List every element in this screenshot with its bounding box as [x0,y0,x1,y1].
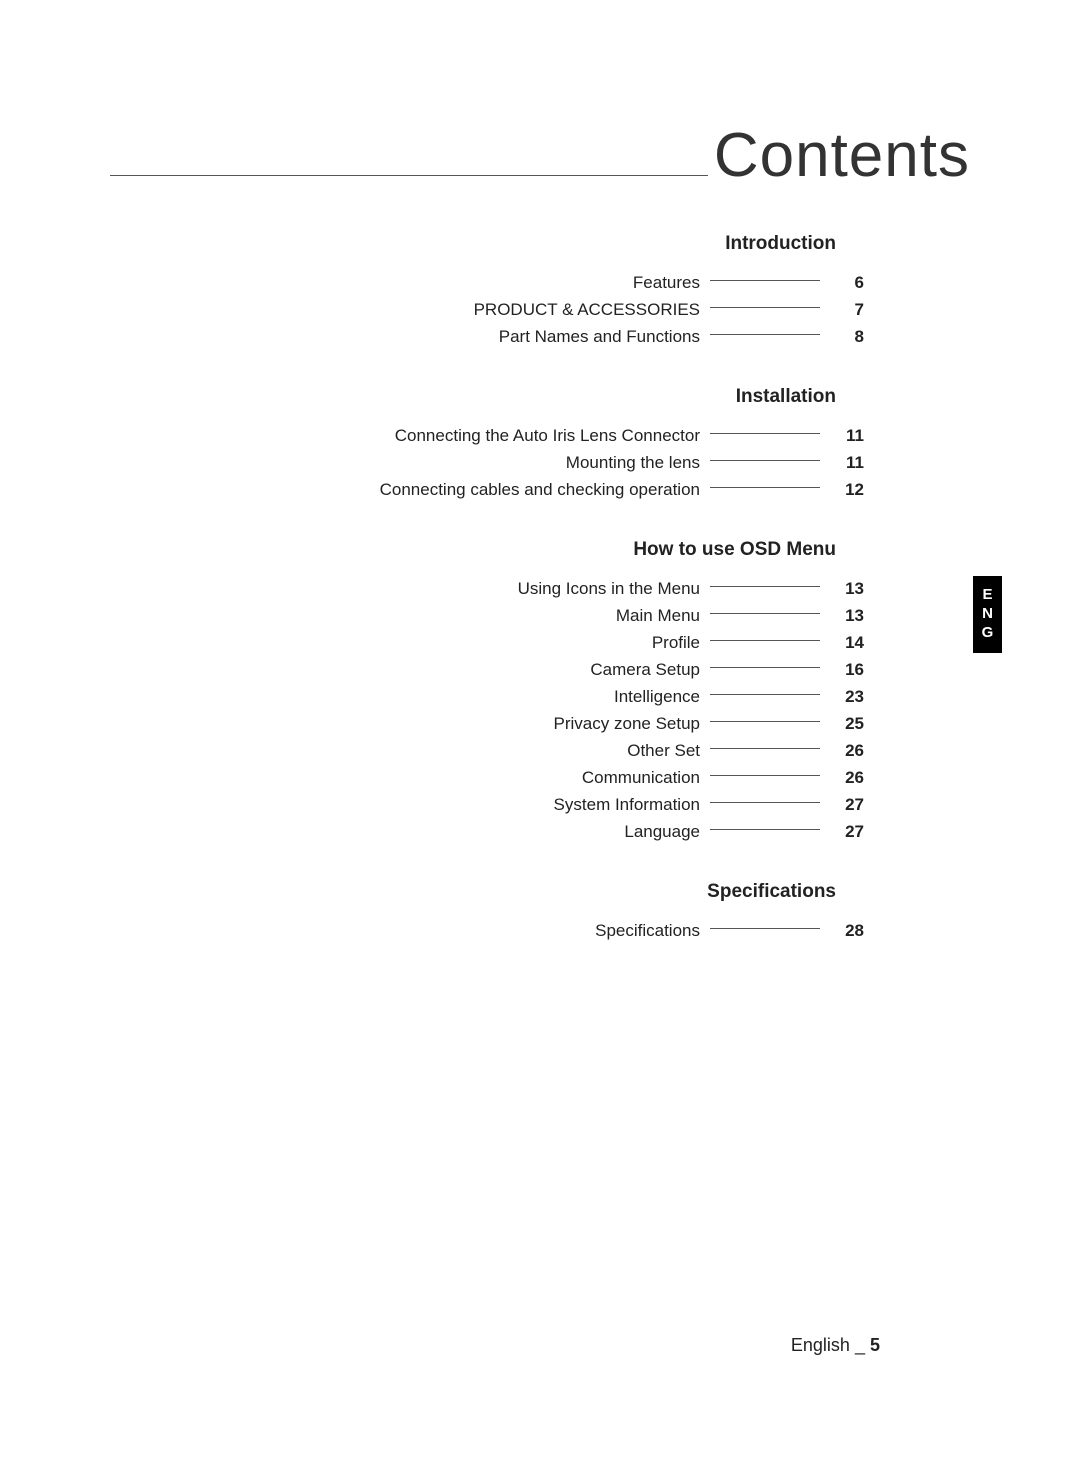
toc-sections: Introduction Features 6 PRODUCT & ACCESSORI… [250,233,970,944]
toc-entry-label: Privacy zone Setup [250,714,710,734]
toc-entry: Language 27 [250,818,970,845]
toc-entry: Part Names and Functions 8 [250,323,970,350]
toc-entry-label: Profile [250,633,710,653]
toc-section-heading: Installation [250,386,970,408]
toc-leader-line [710,721,820,722]
toc-entry-page: 26 [820,768,864,788]
toc-entry: Using Icons in the Menu 13 [250,575,970,602]
toc-entry-label: Connecting cables and checking operation [250,480,710,500]
page-title: Contents [714,120,970,191]
toc-section-heading: How to use OSD Menu [250,539,970,561]
title-underline [110,175,708,176]
toc-entry-label: Main Menu [250,606,710,626]
toc-leader-line [710,667,820,668]
toc-entry: Profile 14 [250,629,970,656]
footer-language: English [791,1335,850,1355]
toc-entry-page: 12 [820,480,864,500]
toc-entry-label: Using Icons in the Menu [250,579,710,599]
toc-entry-label: Part Names and Functions [250,327,710,347]
toc-leader-line [710,307,820,308]
toc-entry-page: 14 [820,633,864,653]
toc-entry-page: 8 [820,327,864,347]
toc-entry-page: 7 [820,300,864,320]
toc-leader-line [710,334,820,335]
toc-entry: PRODUCT & ACCESSORIES 7 [250,296,970,323]
toc-entry: Connecting cables and checking operation… [250,476,970,503]
toc-entry: Intelligence 23 [250,683,970,710]
toc-entry-label: PRODUCT & ACCESSORIES [250,300,710,320]
toc-leader-line [710,928,820,929]
toc-leader-line [710,460,820,461]
toc-entry-label: Camera Setup [250,660,710,680]
toc-entry: Mounting the lens 11 [250,449,970,476]
toc-entry: Privacy zone Setup 25 [250,710,970,737]
document-page: Contents Introduction Features 6 PRODUCT & … [0,0,1080,1476]
toc-leader-line [710,802,820,803]
toc-leader-line [710,487,820,488]
toc-entry-page: 26 [820,741,864,761]
toc-section: How to use OSD Menu Using Icons in the Me… [250,539,970,845]
toc-leader-line [710,280,820,281]
page-footer: English _ 5 [791,1335,880,1356]
footer-page-number: 5 [870,1335,880,1355]
toc-entry-page: 16 [820,660,864,680]
toc-leader-line [710,775,820,776]
toc-entry: System Information 27 [250,791,970,818]
toc-entry-page: 6 [820,273,864,293]
toc-entry-page: 25 [820,714,864,734]
toc-entry-label: Communication [250,768,710,788]
toc-entry-page: 13 [820,579,864,599]
toc-entry: Camera Setup 16 [250,656,970,683]
toc-entry-page: 11 [820,453,864,473]
toc-leader-line [710,694,820,695]
toc-section-heading: Introduction [250,233,970,255]
toc-leader-line [710,829,820,830]
toc-entry: Connecting the Auto Iris Lens Connector 1… [250,422,970,449]
title-row: Contents [110,120,970,191]
toc-entry-label: Features [250,273,710,293]
footer-separator: _ [855,1335,865,1355]
toc-leader-line [710,613,820,614]
toc-entry-label: Other Set [250,741,710,761]
toc-entry-page: 27 [820,822,864,842]
toc-leader-line [710,748,820,749]
toc-entry-label: Mounting the lens [250,453,710,473]
toc-section-heading: Specifications [250,881,970,903]
toc-section: Installation Connecting the Auto Iris Len… [250,386,970,503]
toc-entry-page: 27 [820,795,864,815]
toc-entry-page: 11 [820,426,864,446]
toc-entry-label: Intelligence [250,687,710,707]
toc-entry-page: 28 [820,921,864,941]
toc-entry-label: Specifications [250,921,710,941]
toc-entry: Other Set 26 [250,737,970,764]
toc-entry-page: 23 [820,687,864,707]
toc-entry-label: Language [250,822,710,842]
toc-entry: Communication 26 [250,764,970,791]
language-side-tab: ENG [973,576,1002,653]
toc-entry: Main Menu 13 [250,602,970,629]
toc-leader-line [710,433,820,434]
toc-entry-page: 13 [820,606,864,626]
toc-entry: Specifications 28 [250,917,970,944]
toc-entry-label: Connecting the Auto Iris Lens Connector [250,426,710,446]
toc-entry-label: System Information [250,795,710,815]
toc-section: Specifications Specifications 28 [250,881,970,944]
toc-leader-line [710,586,820,587]
toc-entry: Features 6 [250,269,970,296]
toc-leader-line [710,640,820,641]
toc-section: Introduction Features 6 PRODUCT & ACCESSORI… [250,233,970,350]
